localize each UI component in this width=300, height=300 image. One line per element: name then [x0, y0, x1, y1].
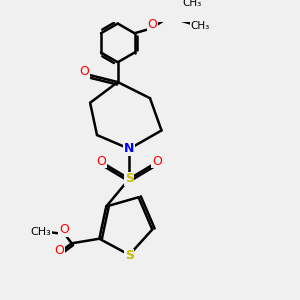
Text: O: O — [54, 244, 64, 257]
Text: S: S — [125, 249, 134, 262]
Text: N: N — [124, 142, 134, 155]
Text: S: S — [125, 172, 134, 185]
Text: CH₃: CH₃ — [190, 21, 210, 31]
Text: O: O — [97, 155, 106, 168]
Text: O: O — [59, 223, 69, 236]
Text: O: O — [148, 17, 158, 31]
Text: O: O — [152, 155, 162, 168]
Text: O: O — [79, 65, 89, 78]
Text: CH₃: CH₃ — [30, 227, 51, 237]
Text: CH₃: CH₃ — [182, 0, 202, 8]
